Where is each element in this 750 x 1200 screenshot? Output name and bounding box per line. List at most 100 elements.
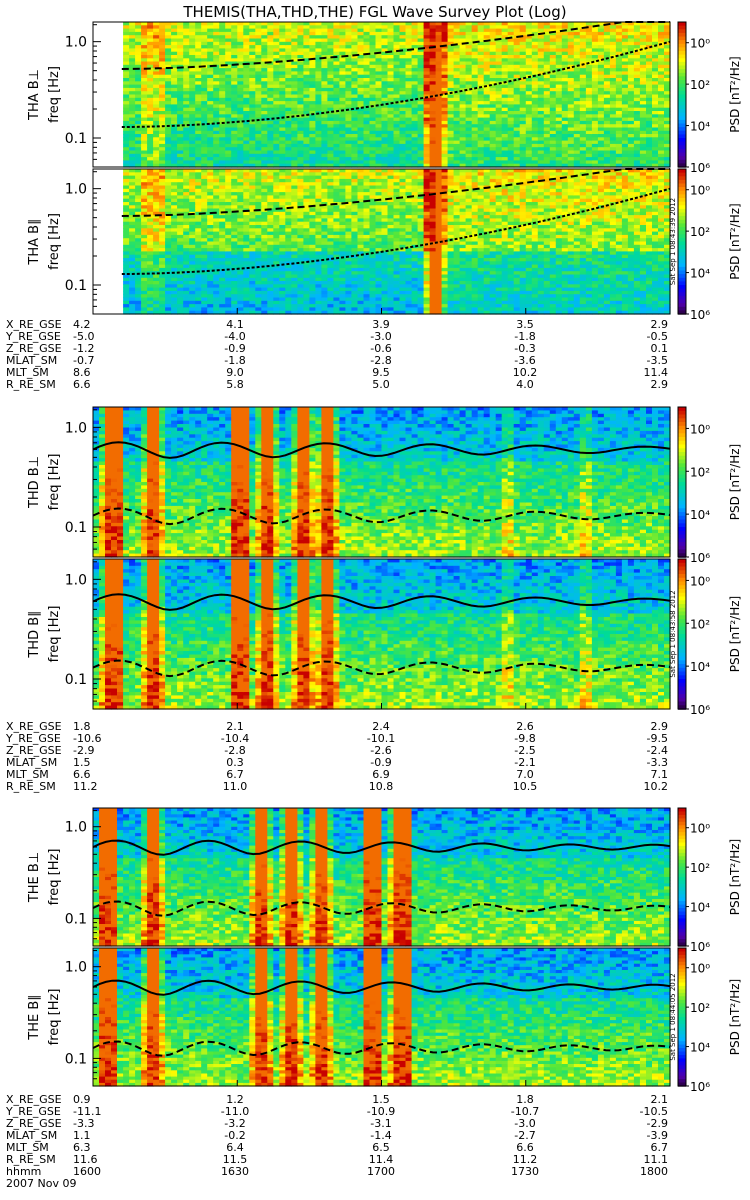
ephemeris-value: -10.6	[73, 732, 101, 745]
ephemeris-row-label: MLT_SM	[6, 366, 49, 379]
colorbar-frame	[677, 807, 687, 947]
ephemeris-value: -3.0	[370, 330, 391, 343]
ephemeris-value: 1.5	[73, 756, 91, 769]
ephemeris-value: 6.7	[651, 1141, 669, 1154]
freq-tick-label: 0.1	[65, 1051, 87, 1067]
ephemeris-value: 1.5	[372, 1093, 390, 1106]
ephemeris-table-thd: X_RE_GSE 1.8 2.1 2.4 2.6 2.9 Y_RE_GSE -10.6 -10.…	[5, 720, 668, 793]
ephemeris-value: 2.9	[651, 318, 669, 331]
ephemeris-value: 1.8	[73, 720, 91, 733]
ephemeris-value: 5.0	[372, 378, 390, 391]
ephemeris-value: -1.8	[514, 330, 535, 343]
ephemeris-value: -4.0	[224, 330, 245, 343]
upper-solid-curve	[92, 839, 671, 856]
panel-ylabel: THD B∥	[27, 610, 42, 658]
ephemeris-value: 11.4	[369, 1153, 394, 1166]
colorbar-tick-label: 10⁰	[690, 822, 710, 836]
ephemeris-value: 1.1	[73, 1129, 91, 1142]
ephemeris-value: 3.5	[516, 318, 534, 331]
spectrogram-panel-tha-perp: 0.1 1.0 THA B⊥ freq [Hz] 10⁶ 10⁴ 10² 10⁰ PSD [nT…	[27, 21, 742, 175]
ephemeris-value: 1.8	[516, 1093, 534, 1106]
colorbar-tick-label: 10²	[690, 617, 710, 631]
ephemeris-row-label: MLAT_SM	[6, 1129, 57, 1142]
plot-layer: 0.1 1.0 THA B⊥ freq [Hz] 10⁶ 10⁴ 10² 10⁰ PSD [nT…	[5, 21, 742, 1190]
ephemeris-value: 1.2	[226, 1093, 244, 1106]
colorbar-tick-label: 10²	[690, 861, 710, 875]
ephemeris-value: -3.5	[647, 354, 668, 367]
ephemeris-value: -0.6	[370, 342, 391, 355]
ephemeris-value: 0.9	[73, 1093, 91, 1106]
freq-tick-label: 1.0	[65, 572, 87, 588]
ephemeris-value: -2.8	[224, 744, 245, 757]
freq-tick-label: 0.1	[65, 278, 87, 294]
ephemeris-value: 4.0	[516, 378, 534, 391]
ephemeris-value: 6.5	[372, 1141, 390, 1154]
colorbar-tick-label: 10⁴	[690, 901, 710, 915]
ephemeris-value: -2.9	[647, 1117, 668, 1130]
ephemeris-row-label: Y_RE_GSE	[5, 330, 61, 343]
spectrogram-cells	[93, 948, 671, 1087]
timestamp-stamp: Sat Sep 1 08:43:58 2012	[669, 590, 677, 677]
time-tick-label: 1630	[221, 1165, 249, 1178]
spectrogram-cells	[93, 407, 671, 558]
ephemeris-value: -3.1	[370, 1117, 391, 1130]
freq-tick-label: 1.0	[65, 420, 87, 436]
ephemeris-value: -2.7	[514, 1129, 535, 1142]
colorbar-tick-label: 10⁴	[690, 120, 710, 134]
ephemeris-value: -9.8	[514, 732, 535, 745]
spectrogram-panel-thd-perp: 0.1 1.0 THD B⊥ freq [Hz] 10⁶ 10⁴ 10² 10⁰ PSD [nT…	[27, 406, 742, 565]
lower-dashed-curve	[92, 659, 671, 678]
overlay-curves	[92, 441, 671, 526]
spectrogram-cells	[93, 808, 671, 947]
ephemeris-value: -10.4	[221, 732, 249, 745]
ephemeris-row-label: Z_RE_GSE	[6, 342, 62, 355]
lower-dashed-curve	[92, 1040, 671, 1057]
freq-axis-label: freq [Hz]	[47, 849, 62, 906]
panel-ylabel: THE B∥	[27, 994, 42, 1040]
ephemeris-value: -3.2	[224, 1117, 245, 1130]
colorbar-label: PSD [nT²/Hz]	[728, 203, 742, 279]
ephemeris-value: 6.6	[516, 1141, 534, 1154]
ephemeris-value: -1.2	[73, 342, 94, 355]
ephemeris-value: -1.8	[224, 354, 245, 367]
ephemeris-value: -3.9	[647, 1129, 668, 1142]
ephemeris-value: -11.0	[221, 1105, 249, 1118]
time-tick-label: 1730	[511, 1165, 539, 1178]
ephemeris-value: 10.2	[513, 366, 538, 379]
ephemeris-value: -2.4	[647, 744, 668, 757]
ephemeris-value: 0.3	[226, 756, 244, 769]
ephemeris-value: -0.2	[224, 1129, 245, 1142]
ephemeris-value: 7.1	[651, 768, 669, 781]
colorbar-label: PSD [nT²/Hz]	[728, 979, 742, 1055]
colorbar-frame	[677, 947, 687, 1087]
colorbar-tick-label: 10⁰	[690, 962, 710, 976]
panel-ylabel: THD B⊥	[27, 456, 42, 509]
ephemeris-value: -10.5	[640, 1105, 668, 1118]
freq-tick-label: 1.0	[65, 35, 87, 51]
ephemeris-value: 10.8	[369, 780, 394, 793]
colorbar-tick-label: 10⁶	[690, 551, 710, 565]
freq-axis-label: freq [Hz]	[47, 606, 62, 663]
ephemeris-value: 10.5	[513, 780, 538, 793]
freq-tick-label: 0.1	[65, 672, 87, 688]
ephemeris-value: -2.1	[514, 756, 535, 769]
ephemeris-value: -3.6	[514, 354, 535, 367]
ephemeris-value: 11.6	[73, 1153, 98, 1166]
colorbar: 10⁶ 10⁴ 10² 10⁰ PSD [nT²/Hz]	[677, 558, 742, 717]
time-axis-label: hhmm	[6, 1165, 41, 1178]
panel-ylabel: THA B⊥	[27, 69, 42, 121]
spectrogram-panel-the-perp: 0.1 1.0 THE B⊥ freq [Hz] 10⁶ 10⁴ 10² 10⁰ PSD [nT…	[27, 807, 742, 954]
colorbar-frame	[677, 406, 687, 558]
colorbar: 10⁶ 10⁴ 10² 10⁰ PSD [nT²/Hz]	[677, 21, 742, 175]
panel-ylabel: THA B∥	[27, 218, 42, 265]
ephemeris-value: 6.4	[226, 1141, 244, 1154]
overlay-curves	[121, 168, 671, 275]
colorbar-tick-label: 10⁰	[690, 37, 710, 51]
spectrogram-panel-thd-para: 0.1 1.0 THD B∥ freq [Hz] Sat Sep 1 08:43:58 …	[27, 558, 742, 717]
colorbar: 10⁶ 10⁴ 10² 10⁰ PSD [nT²/Hz]	[677, 947, 742, 1094]
spectrogram-cells	[123, 169, 671, 315]
colorbar-label: PSD [nT²/Hz]	[728, 596, 742, 672]
ephemeris-value: 11.4	[644, 366, 669, 379]
freq-axis-label: freq [Hz]	[47, 989, 62, 1046]
ephemeris-value: 11.0	[223, 780, 248, 793]
